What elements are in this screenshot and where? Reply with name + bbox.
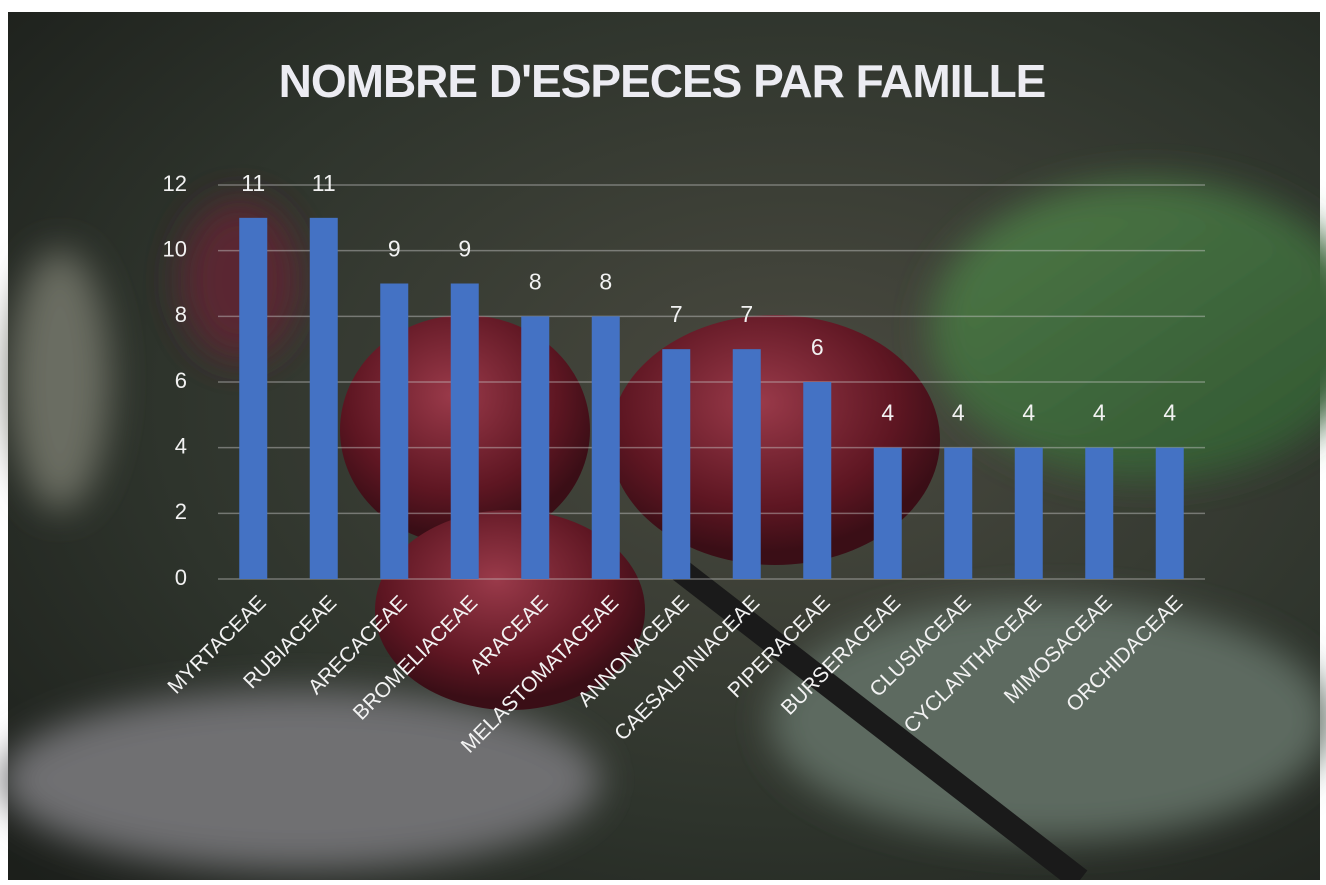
- bar: [380, 284, 408, 580]
- data-label: 8: [529, 268, 542, 294]
- data-label: 7: [670, 301, 683, 327]
- data-label: 6: [811, 334, 824, 360]
- y-tick-label: 8: [175, 302, 187, 327]
- bar: [662, 349, 690, 579]
- data-label: 4: [952, 400, 965, 426]
- y-tick-label: 6: [175, 368, 187, 393]
- bar: [239, 218, 267, 579]
- bar: [1085, 448, 1113, 579]
- bar: [803, 382, 831, 579]
- bar: [592, 316, 620, 579]
- data-label: 7: [740, 301, 753, 327]
- bar: [1015, 448, 1043, 579]
- data-label: 9: [388, 236, 401, 262]
- bar: [521, 316, 549, 579]
- bar: [874, 448, 902, 579]
- data-label: 4: [1093, 400, 1106, 426]
- data-label: 11: [241, 170, 265, 196]
- y-tick-label: 4: [175, 433, 187, 458]
- y-tick-label: 12: [163, 171, 187, 196]
- data-label: 9: [458, 236, 471, 262]
- y-tick-label: 0: [175, 565, 187, 590]
- bar: [944, 448, 972, 579]
- chart: NOMBRE D'ESPECES PAR FAMILLE 0 2 4 6 8 10 12 11…: [0, 0, 1326, 880]
- bar: [451, 284, 479, 580]
- bar: [733, 349, 761, 579]
- data-label: 4: [881, 400, 894, 426]
- bar: [310, 218, 338, 579]
- chart-title: NOMBRE D'ESPECES PAR FAMILLE: [279, 55, 1046, 107]
- y-tick-label: 10: [163, 236, 187, 261]
- y-tick-label: 2: [175, 499, 187, 524]
- bar: [1156, 448, 1184, 579]
- data-label: 4: [1163, 400, 1176, 426]
- page: NOMBRE D'ESPECES PAR FAMILLE 0 2 4 6 8 10 12 11…: [0, 0, 1326, 880]
- data-label: 8: [599, 268, 612, 294]
- data-label: 11: [312, 170, 336, 196]
- data-label: 4: [1022, 400, 1035, 426]
